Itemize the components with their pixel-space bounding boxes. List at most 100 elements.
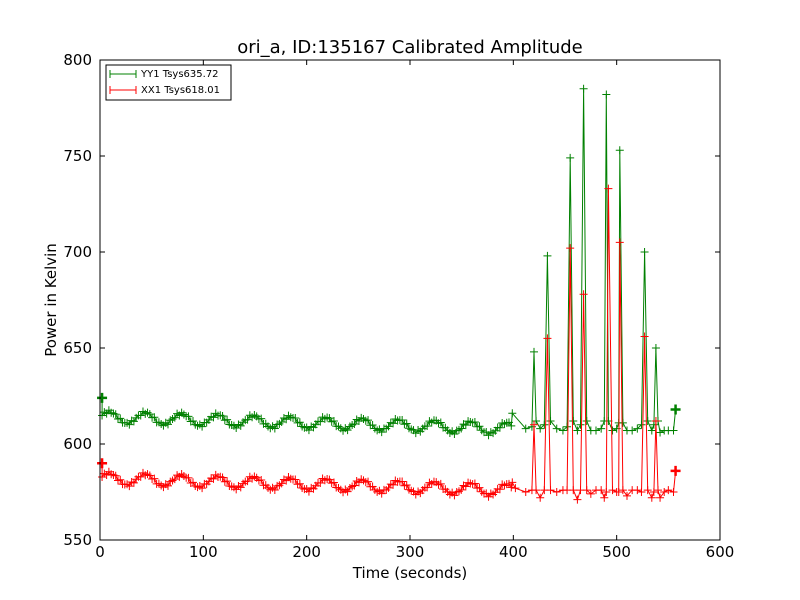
data-point: [530, 420, 538, 429]
data-point: [615, 238, 624, 247]
data-point: [402, 419, 411, 428]
legend-entry-yy1: YY1 Tsys635.72: [109, 69, 219, 80]
data-point: [608, 426, 617, 435]
data-point: [163, 481, 172, 490]
data-point: [628, 426, 637, 435]
data-point: [389, 480, 398, 489]
x-tick-label: 500: [602, 543, 631, 561]
data-point: [651, 416, 660, 425]
data-point: [507, 421, 516, 430]
data-point: [475, 483, 484, 492]
data-point: [423, 421, 432, 430]
data-point: [198, 484, 207, 493]
legend: YY1 Tsys635.72 XX1 Tsys618.01: [105, 64, 232, 101]
data-point: [218, 412, 227, 421]
data-point: [552, 488, 561, 496]
data-point: [651, 344, 660, 352]
data-point: [364, 416, 373, 425]
data-point: [116, 475, 125, 484]
data-point: [649, 420, 658, 429]
data-point: [573, 426, 582, 435]
data-point: [600, 493, 609, 502]
x-tick-label: 400: [499, 543, 528, 561]
data-point: [184, 473, 193, 482]
series-markers-1: [97, 184, 681, 504]
x-axis-label: Time (seconds): [352, 564, 468, 582]
data-point: [316, 417, 325, 426]
data-point: [163, 420, 172, 429]
data-point: [640, 248, 649, 256]
x-tick-label: 200: [292, 543, 321, 561]
data-point: [184, 412, 193, 421]
data-point: [586, 489, 595, 498]
data-point: [647, 493, 656, 502]
data-point: [614, 488, 623, 496]
data-point: [618, 418, 627, 427]
data-point: [618, 486, 627, 495]
data-point: [573, 495, 582, 504]
data-point: [398, 416, 407, 425]
data-point: [576, 420, 585, 429]
data-point: [116, 414, 125, 423]
data-point: [136, 472, 145, 481]
data-point: [669, 488, 678, 496]
data-point: [350, 420, 359, 429]
data-point: [150, 413, 159, 422]
data-point: [521, 488, 530, 496]
data-point: [398, 477, 407, 486]
series-0: [97, 84, 681, 440]
chart-title: ori_a, ID:135167 Calibrated Amplitude: [237, 37, 583, 58]
y-tick-label: 800: [63, 51, 92, 69]
data-point: [218, 473, 227, 482]
data-point: [436, 418, 445, 427]
data-point: [546, 416, 555, 425]
data-point: [643, 416, 652, 425]
data-point: [582, 486, 591, 495]
data-point: [660, 488, 669, 496]
data-point: [402, 480, 411, 489]
data-point: [546, 486, 555, 495]
data-point: [243, 415, 252, 424]
data-point: [579, 290, 588, 299]
plot-area: [97, 84, 681, 504]
data-point: [566, 153, 575, 162]
data-point: [608, 486, 617, 495]
data-point: [536, 493, 545, 502]
data-point: [470, 479, 479, 488]
data-point: [521, 424, 530, 433]
series-1: [97, 184, 681, 504]
data-point: [389, 419, 398, 428]
data-point: [111, 471, 120, 480]
legend-entry-xx1: XX1 Tsys618.01: [109, 85, 220, 96]
data-point: [270, 424, 279, 433]
data-point: [670, 404, 681, 415]
data-point: [457, 485, 466, 494]
data-point: [495, 423, 504, 432]
data-point: [532, 486, 541, 495]
legend-label-xx1: XX1 Tsys618.01: [141, 85, 220, 96]
x-tick-label: 100: [189, 543, 218, 561]
axes: 0 100 200 300 400 500 600 550 600 650 700 750 800: [63, 51, 734, 561]
data-point: [592, 426, 600, 435]
data-point: [540, 420, 549, 429]
data-point: [558, 426, 567, 435]
data-point: [543, 334, 552, 343]
data-point: [475, 422, 484, 431]
data-point: [654, 486, 662, 495]
data-point: [532, 416, 541, 425]
x-tick-label: 0: [95, 543, 105, 561]
data-point: [670, 465, 681, 476]
x-tick-label: 600: [706, 543, 735, 561]
data-point: [569, 416, 578, 425]
y-tick-label: 550: [63, 531, 92, 549]
data-point: [527, 422, 536, 431]
data-point: [536, 424, 545, 433]
data-point: [223, 477, 232, 486]
data-point: [664, 486, 673, 495]
y-tick-label: 650: [63, 339, 92, 357]
data-point: [470, 418, 479, 427]
data-point: [150, 474, 159, 483]
data-point: [637, 420, 646, 429]
data-point: [508, 478, 517, 487]
